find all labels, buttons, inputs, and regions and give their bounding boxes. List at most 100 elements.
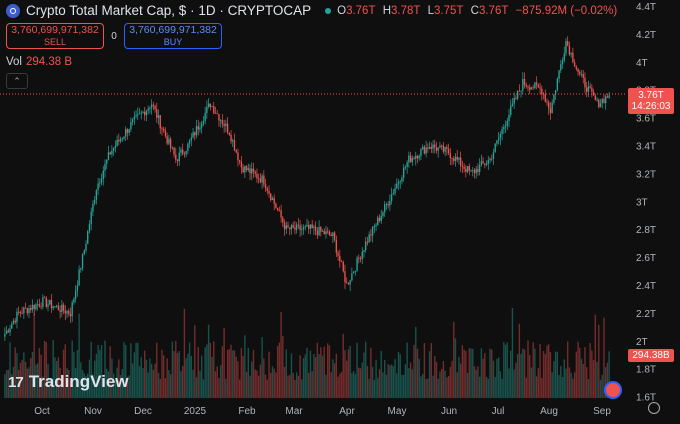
- volume-bar: [416, 348, 419, 398]
- candle: [256, 173, 258, 179]
- candle: [330, 234, 332, 237]
- y-axis-label: 3.6T: [636, 114, 656, 125]
- candle: [361, 251, 363, 260]
- volume-bar: [352, 371, 355, 398]
- candle: [164, 130, 167, 137]
- volume-bar: [306, 347, 308, 398]
- volume-bar: [71, 340, 73, 398]
- candle: [12, 320, 15, 324]
- currency-flag-icon[interactable]: [604, 381, 622, 399]
- candle: [31, 304, 34, 310]
- volume-bar: [532, 342, 534, 398]
- candle: [102, 170, 104, 179]
- candle: [308, 225, 310, 229]
- candle: [62, 304, 65, 311]
- candle: [396, 183, 398, 189]
- candle: [432, 144, 434, 149]
- volume-bar: [164, 378, 167, 398]
- candle: [301, 229, 303, 231]
- volume-bar: [582, 364, 584, 398]
- volume-bar: [223, 327, 225, 398]
- candle: [497, 138, 500, 141]
- volume-bar: [12, 366, 15, 398]
- candle: [548, 102, 550, 109]
- volume-bar: [17, 369, 20, 398]
- candle: [135, 115, 137, 117]
- candle: [47, 304, 49, 307]
- volume-bar: [5, 370, 8, 398]
- volume-bar: [214, 371, 217, 398]
- volume-bar: [399, 354, 401, 398]
- volume-bar: [439, 371, 441, 398]
- candle: [365, 241, 367, 251]
- chart-settings-icon[interactable]: [648, 402, 660, 414]
- y-axis-label: 3.4T: [636, 142, 656, 153]
- candle: [327, 231, 329, 233]
- candle: [5, 330, 8, 334]
- volume-bar: [140, 357, 142, 398]
- candle: [249, 168, 251, 174]
- candle: [188, 140, 191, 144]
- symbol-title[interactable]: Crypto Total Market Cap, $ · 1D · CRYPTO…: [26, 3, 312, 18]
- candle: [459, 157, 462, 166]
- candle: [598, 99, 600, 108]
- candle: [55, 305, 58, 307]
- candle: [221, 120, 224, 125]
- volume-bar: [494, 377, 496, 398]
- candle: [366, 241, 369, 243]
- volume-bar: [297, 375, 300, 398]
- candle: [541, 88, 543, 95]
- volume-bar: [175, 340, 177, 398]
- volume-bar: [375, 359, 377, 398]
- candles: [4, 36, 610, 341]
- sell-button[interactable]: 3,760,699,971,382 SELL: [6, 23, 104, 49]
- volume-bar: [42, 376, 44, 398]
- volume-bar: [608, 351, 610, 398]
- candle: [551, 102, 553, 114]
- candle: [294, 227, 296, 230]
- candle: [428, 147, 431, 149]
- buy-button[interactable]: 3,760,699,971,382 BUY: [124, 23, 222, 49]
- volume-bar: [185, 358, 187, 398]
- volume-bar: [301, 379, 303, 398]
- candle: [83, 250, 85, 255]
- candle: [380, 216, 382, 221]
- volume-bar: [257, 375, 260, 398]
- candle: [209, 103, 212, 108]
- candle: [200, 123, 203, 128]
- volume-bar: [68, 370, 70, 398]
- candle: [456, 156, 458, 160]
- volume-bar: [397, 351, 400, 398]
- volume-bar: [119, 375, 122, 398]
- volume-bar: [264, 374, 267, 398]
- tradingview-logo-icon: 17: [8, 373, 24, 391]
- volume-bar: [529, 355, 531, 398]
- volume-bar: [187, 353, 189, 398]
- volume-bar: [527, 340, 529, 398]
- volume-bar: [489, 348, 491, 398]
- candle: [254, 171, 256, 174]
- candle: [187, 143, 189, 151]
- volume-bar: [447, 376, 450, 398]
- volume-bar: [356, 342, 358, 398]
- volume-bar: [423, 343, 426, 398]
- candle: [415, 155, 417, 159]
- volume-bar: [295, 372, 298, 398]
- volume-bar: [38, 348, 41, 398]
- candle: [503, 127, 505, 130]
- candle: [389, 201, 391, 206]
- volume-bar: [368, 378, 370, 398]
- collapse-legend-button[interactable]: ⌃: [6, 73, 28, 89]
- volume-bar: [218, 378, 220, 398]
- volume-bar: [314, 357, 317, 398]
- volume-bar: [292, 372, 294, 398]
- candle: [530, 87, 533, 90]
- volume-bar: [503, 342, 505, 398]
- candle: [133, 116, 136, 120]
- candle: [45, 297, 47, 307]
- candle: [421, 146, 424, 150]
- candle: [192, 132, 194, 138]
- x-axis-label: Nov: [84, 406, 102, 417]
- candle: [116, 139, 118, 147]
